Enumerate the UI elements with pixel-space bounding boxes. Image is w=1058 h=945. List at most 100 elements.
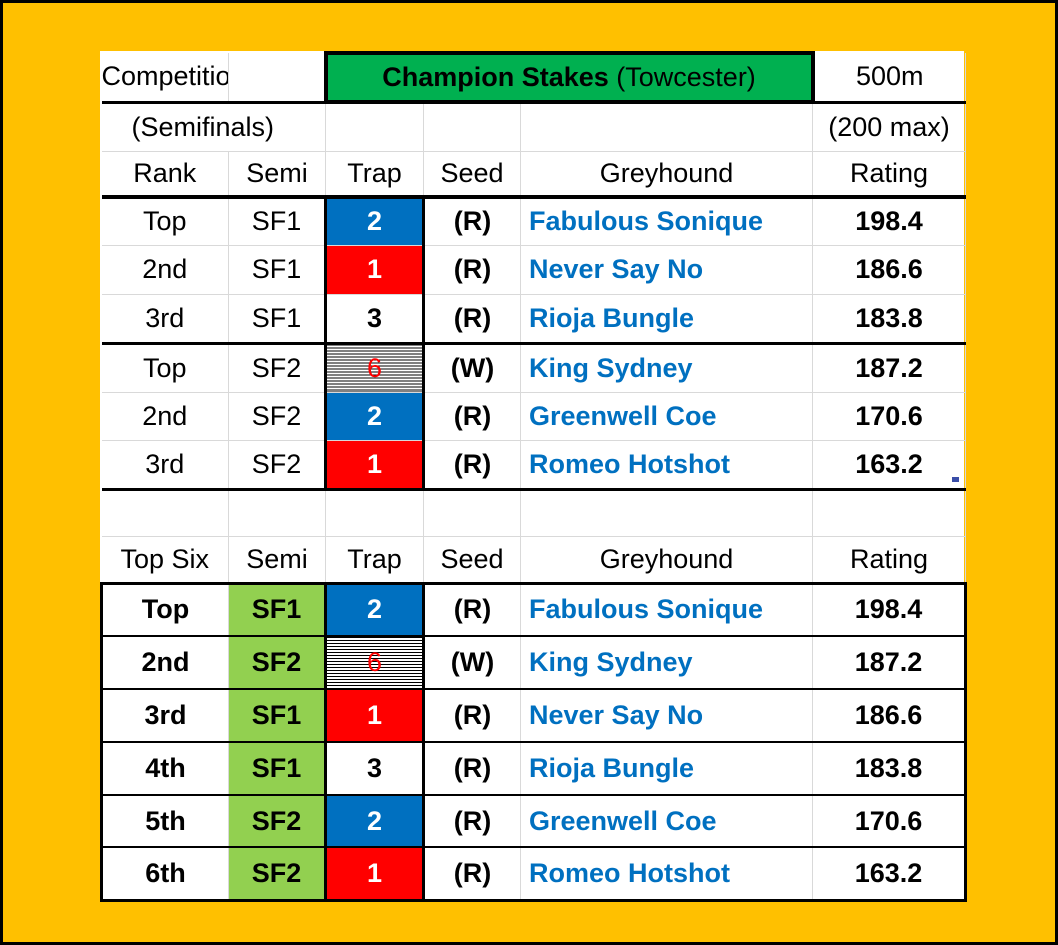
rank-cell: 5th bbox=[100, 795, 229, 848]
trap-cell: 6 bbox=[324, 343, 425, 393]
table-row: Top SF2 6 (W) King Sydney 187.2 bbox=[101, 343, 967, 393]
col-header: Semi bbox=[228, 536, 326, 585]
rank-cell: Top bbox=[101, 343, 229, 393]
trap-cell: 2 bbox=[324, 197, 425, 246]
round-label: (Semifinals) bbox=[101, 102, 326, 152]
seed-cell: (W) bbox=[423, 636, 521, 690]
greyhound-cell: King Sydney bbox=[520, 343, 814, 393]
col-header: Trap bbox=[325, 536, 424, 585]
rating-cell: 198.4 bbox=[812, 583, 968, 637]
seed-cell: (R) bbox=[423, 689, 521, 743]
greyhound-cell: Fabulous Sonique bbox=[520, 583, 814, 637]
blank-row bbox=[101, 489, 967, 537]
seed-cell: (R) bbox=[423, 392, 521, 441]
distance: 500m bbox=[812, 53, 967, 104]
col-header: Top Six bbox=[101, 536, 229, 585]
rating-cell: 183.8 bbox=[812, 294, 967, 345]
competition-title: Champion Stakes (Towcester) bbox=[323, 51, 815, 104]
rank-cell: 2nd bbox=[101, 245, 229, 295]
rank-cell: 2nd bbox=[100, 636, 229, 690]
semi-cell: SF2 bbox=[228, 795, 326, 848]
trap-cell: 2 bbox=[324, 392, 425, 441]
trap-cell: 1 bbox=[324, 245, 425, 295]
trap-cell: 1 bbox=[324, 689, 425, 743]
col-header: Rank bbox=[101, 151, 229, 199]
col-header: Greyhound bbox=[520, 151, 814, 199]
semi-cell: SF1 bbox=[228, 294, 326, 345]
subtitle-row: (Semifinals) (200 max) bbox=[101, 102, 967, 152]
col-header: Semi bbox=[228, 151, 326, 199]
trap-cell: 3 bbox=[324, 742, 425, 796]
col-header: Greyhound bbox=[520, 536, 814, 585]
trap-cell: 2 bbox=[324, 795, 425, 848]
greyhound-cell: Greenwell Coe bbox=[520, 392, 814, 441]
col-header: Seed bbox=[423, 536, 521, 585]
semi-cell: SF1 bbox=[228, 742, 326, 796]
table-row: 6th SF2 1 (R) Romeo Hotshot 163.2 bbox=[100, 847, 968, 902]
spreadsheet: Competition Champion Stakes (Towcester) … bbox=[100, 51, 968, 902]
rank-cell: 3rd bbox=[101, 294, 229, 345]
greyhound-cell: Rioja Bungle bbox=[520, 742, 814, 796]
greyhound-cell: Greenwell Coe bbox=[520, 795, 814, 848]
col-header: Rating bbox=[812, 536, 967, 585]
rank-cell: 3rd bbox=[101, 440, 229, 491]
greyhound-cell: Fabulous Sonique bbox=[520, 197, 814, 246]
trap-cell: 3 bbox=[324, 294, 425, 345]
seed-cell: (R) bbox=[423, 847, 521, 902]
semi-cell: SF1 bbox=[228, 245, 326, 295]
table-row: 3rd SF1 3 (R) Rioja Bungle 183.8 bbox=[101, 294, 967, 345]
rank-cell: Top bbox=[100, 583, 229, 637]
competition-name: Champion Stakes bbox=[382, 62, 609, 92]
greyhound-cell: Romeo Hotshot bbox=[520, 440, 814, 491]
rank-cell: 4th bbox=[100, 742, 229, 796]
table-row: 3rd SF2 1 (R) Romeo Hotshot 163.2 bbox=[101, 440, 967, 491]
semi-cell: SF2 bbox=[228, 636, 326, 690]
results-grid: Competition Champion Stakes (Towcester) … bbox=[100, 51, 968, 902]
rating-cell: 187.2 bbox=[812, 636, 968, 690]
seed-cell: (R) bbox=[423, 440, 521, 491]
seed-cell: (R) bbox=[423, 245, 521, 295]
greyhound-cell: Romeo Hotshot bbox=[520, 847, 814, 902]
col-header: Trap bbox=[325, 151, 424, 199]
table-row: 4th SF1 3 (R) Rioja Bungle 183.8 bbox=[100, 742, 968, 796]
rank-cell: Top bbox=[101, 197, 229, 246]
rating-cell: 163.2 bbox=[812, 440, 967, 491]
greyhound-cell: Never Say No bbox=[520, 689, 814, 743]
semi-cell: SF1 bbox=[228, 689, 326, 743]
semi-cell: SF2 bbox=[228, 343, 326, 393]
table-row: 5th SF2 2 (R) Greenwell Coe 170.6 bbox=[100, 795, 968, 848]
rank-cell: 3rd bbox=[100, 689, 229, 743]
rating-cell: 163.2 bbox=[812, 847, 968, 902]
trap-cell: 1 bbox=[324, 847, 425, 902]
seed-cell: (W) bbox=[423, 343, 521, 393]
competition-label: Competition bbox=[101, 53, 229, 104]
rank-cell: 6th bbox=[100, 847, 229, 902]
rating-cell: 187.2 bbox=[812, 343, 967, 393]
table-row: 2nd SF1 1 (R) Never Say No 186.6 bbox=[101, 245, 967, 295]
rating-cell: 170.6 bbox=[812, 392, 967, 441]
table-row: 2nd SF2 2 (R) Greenwell Coe 170.6 bbox=[101, 392, 967, 441]
seed-cell: (R) bbox=[423, 197, 521, 246]
semi-cell: SF2 bbox=[228, 847, 326, 902]
trap-cell: 6 bbox=[324, 636, 425, 690]
col-header: Rating bbox=[812, 151, 967, 199]
title-row: Competition Champion Stakes (Towcester) … bbox=[101, 51, 967, 104]
table-row: Top SF1 2 (R) Fabulous Sonique 198.4 bbox=[101, 197, 967, 246]
rating-cell: 186.6 bbox=[812, 689, 968, 743]
semi-cell: SF2 bbox=[228, 392, 326, 441]
rating-cell: 183.8 bbox=[812, 742, 968, 796]
greyhound-cell: Never Say No bbox=[520, 245, 814, 295]
table-row: Top SF1 2 (R) Fabulous Sonique 198.4 bbox=[100, 583, 968, 637]
trap-cell: 2 bbox=[324, 583, 425, 637]
seed-cell: (R) bbox=[423, 583, 521, 637]
seed-cell: (R) bbox=[423, 742, 521, 796]
venue: (Towcester) bbox=[616, 62, 756, 92]
rank-cell: 2nd bbox=[101, 392, 229, 441]
semi-cell: SF1 bbox=[228, 197, 326, 246]
fill-handle[interactable] bbox=[952, 477, 959, 482]
top-six-header-row: Top Six Semi Trap Seed Greyhound Rating bbox=[101, 536, 967, 585]
max-rating: (200 max) bbox=[812, 102, 967, 152]
semi-cell: SF2 bbox=[228, 440, 326, 491]
semis-header-row: Rank Semi Trap Seed Greyhound Rating bbox=[101, 151, 967, 199]
rating-cell: 186.6 bbox=[812, 245, 967, 295]
